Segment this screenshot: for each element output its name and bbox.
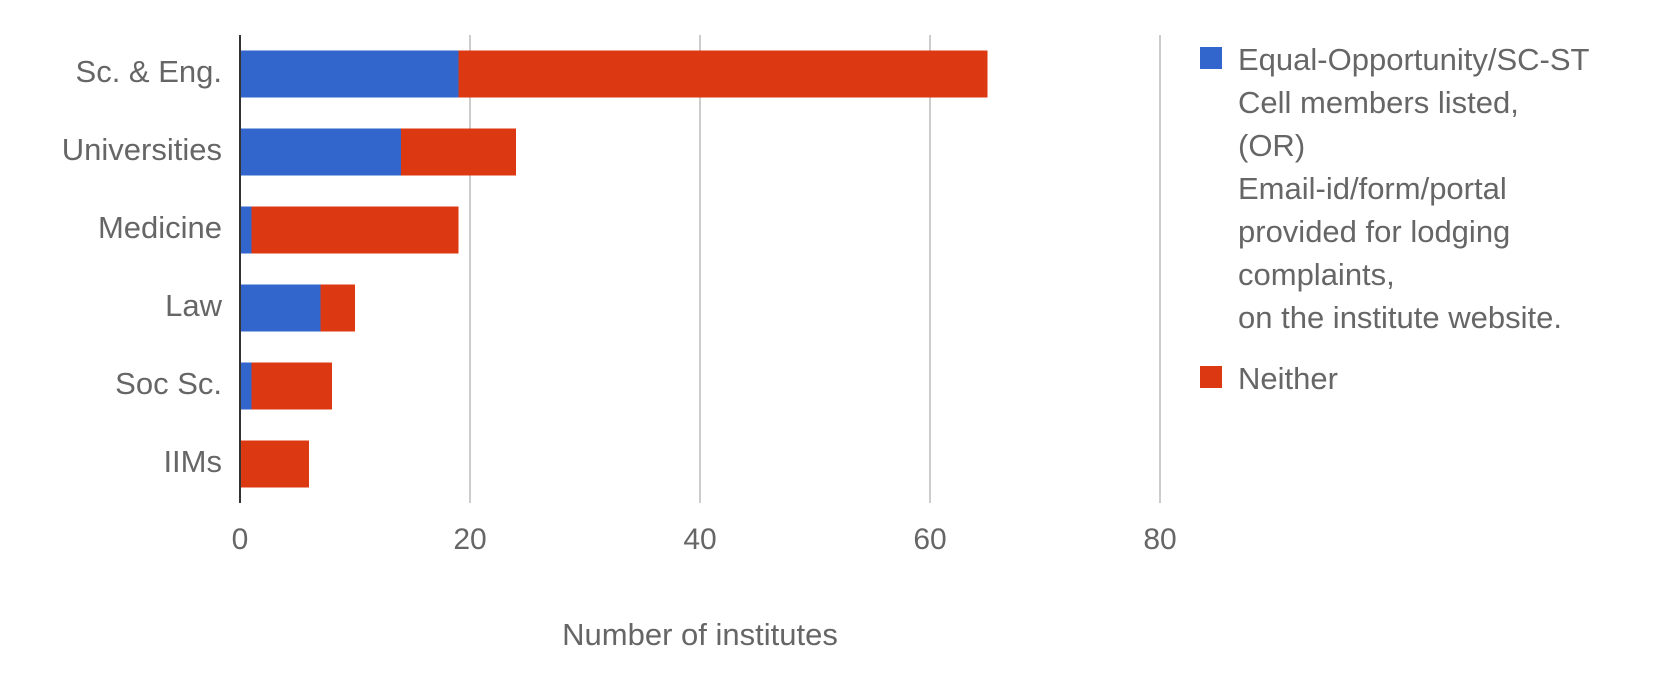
y-tick-label: Sc. & Eng.	[76, 54, 222, 89]
bar-segment	[240, 440, 309, 488]
bar-segment	[251, 362, 332, 410]
y-tick-label: Universities	[62, 132, 222, 167]
bar-segment	[240, 206, 252, 254]
x-tick-label: 60	[913, 523, 946, 556]
bar-segment	[240, 284, 321, 332]
y-tick-label: Law	[165, 288, 222, 323]
bar-segment	[458, 50, 988, 98]
y-tick-label: IIMs	[163, 444, 222, 479]
y-tick-label: Soc Sc.	[115, 366, 222, 401]
legend-swatch	[1200, 47, 1222, 69]
legend-swatch	[1200, 366, 1222, 388]
x-tick-label: 20	[453, 523, 486, 556]
x-axis-title: Number of institutes	[562, 617, 838, 652]
y-tick-label: Medicine	[98, 210, 222, 245]
legend: Equal-Opportunity/SC-ST Cell members lis…	[1200, 38, 1589, 400]
x-tick-label: 80	[1143, 523, 1176, 556]
bar-segment	[401, 128, 516, 176]
bar-segment	[251, 206, 459, 254]
bar-segment	[320, 284, 355, 332]
bar-segment	[240, 50, 459, 98]
bar-segment	[240, 128, 401, 176]
legend-item: Equal-Opportunity/SC-ST Cell members lis…	[1200, 38, 1589, 339]
x-tick-label: 0	[232, 523, 249, 556]
legend-label: Equal-Opportunity/SC-ST Cell members lis…	[1238, 42, 1590, 335]
legend-item: Neither	[1200, 357, 1589, 400]
bar-segment	[240, 362, 252, 410]
legend-label: Neither	[1238, 361, 1338, 396]
x-tick-label: 40	[683, 523, 716, 556]
